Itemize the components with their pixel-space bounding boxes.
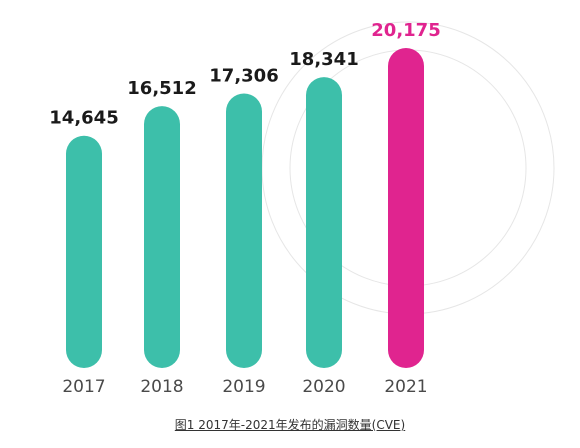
data-label-2017: 14,645 [49,108,118,129]
bar-2021 [388,48,424,368]
bar-2018 [144,106,180,369]
bar-2019 [226,93,262,368]
bar-2017 [66,135,102,368]
x-tick-2021: 2021 [384,377,427,397]
data-label-2019: 17,306 [209,66,278,87]
x-tick-2020: 2020 [302,377,345,397]
bar-2020 [306,77,342,368]
x-axis-tick-labels: 2017 2018 2019 2020 2021 [62,377,427,397]
x-tick-2018: 2018 [140,377,183,397]
caption-text: 图1 2017年-2021年发布的漏洞数量(CVE) [174,418,406,432]
data-label-2021: 20,175 [371,20,440,41]
x-tick-2019: 2019 [222,377,265,397]
data-label-2018: 16,512 [127,78,196,99]
x-tick-2017: 2017 [62,377,105,397]
data-labels: 14,645 16,512 17,306 18,341 20,175 [49,20,440,129]
figure-caption: 图1 2017年-2021年发布的漏洞数量(CVE) [0,416,580,433]
bar-series [66,48,424,369]
data-label-2020: 18,341 [289,49,358,70]
